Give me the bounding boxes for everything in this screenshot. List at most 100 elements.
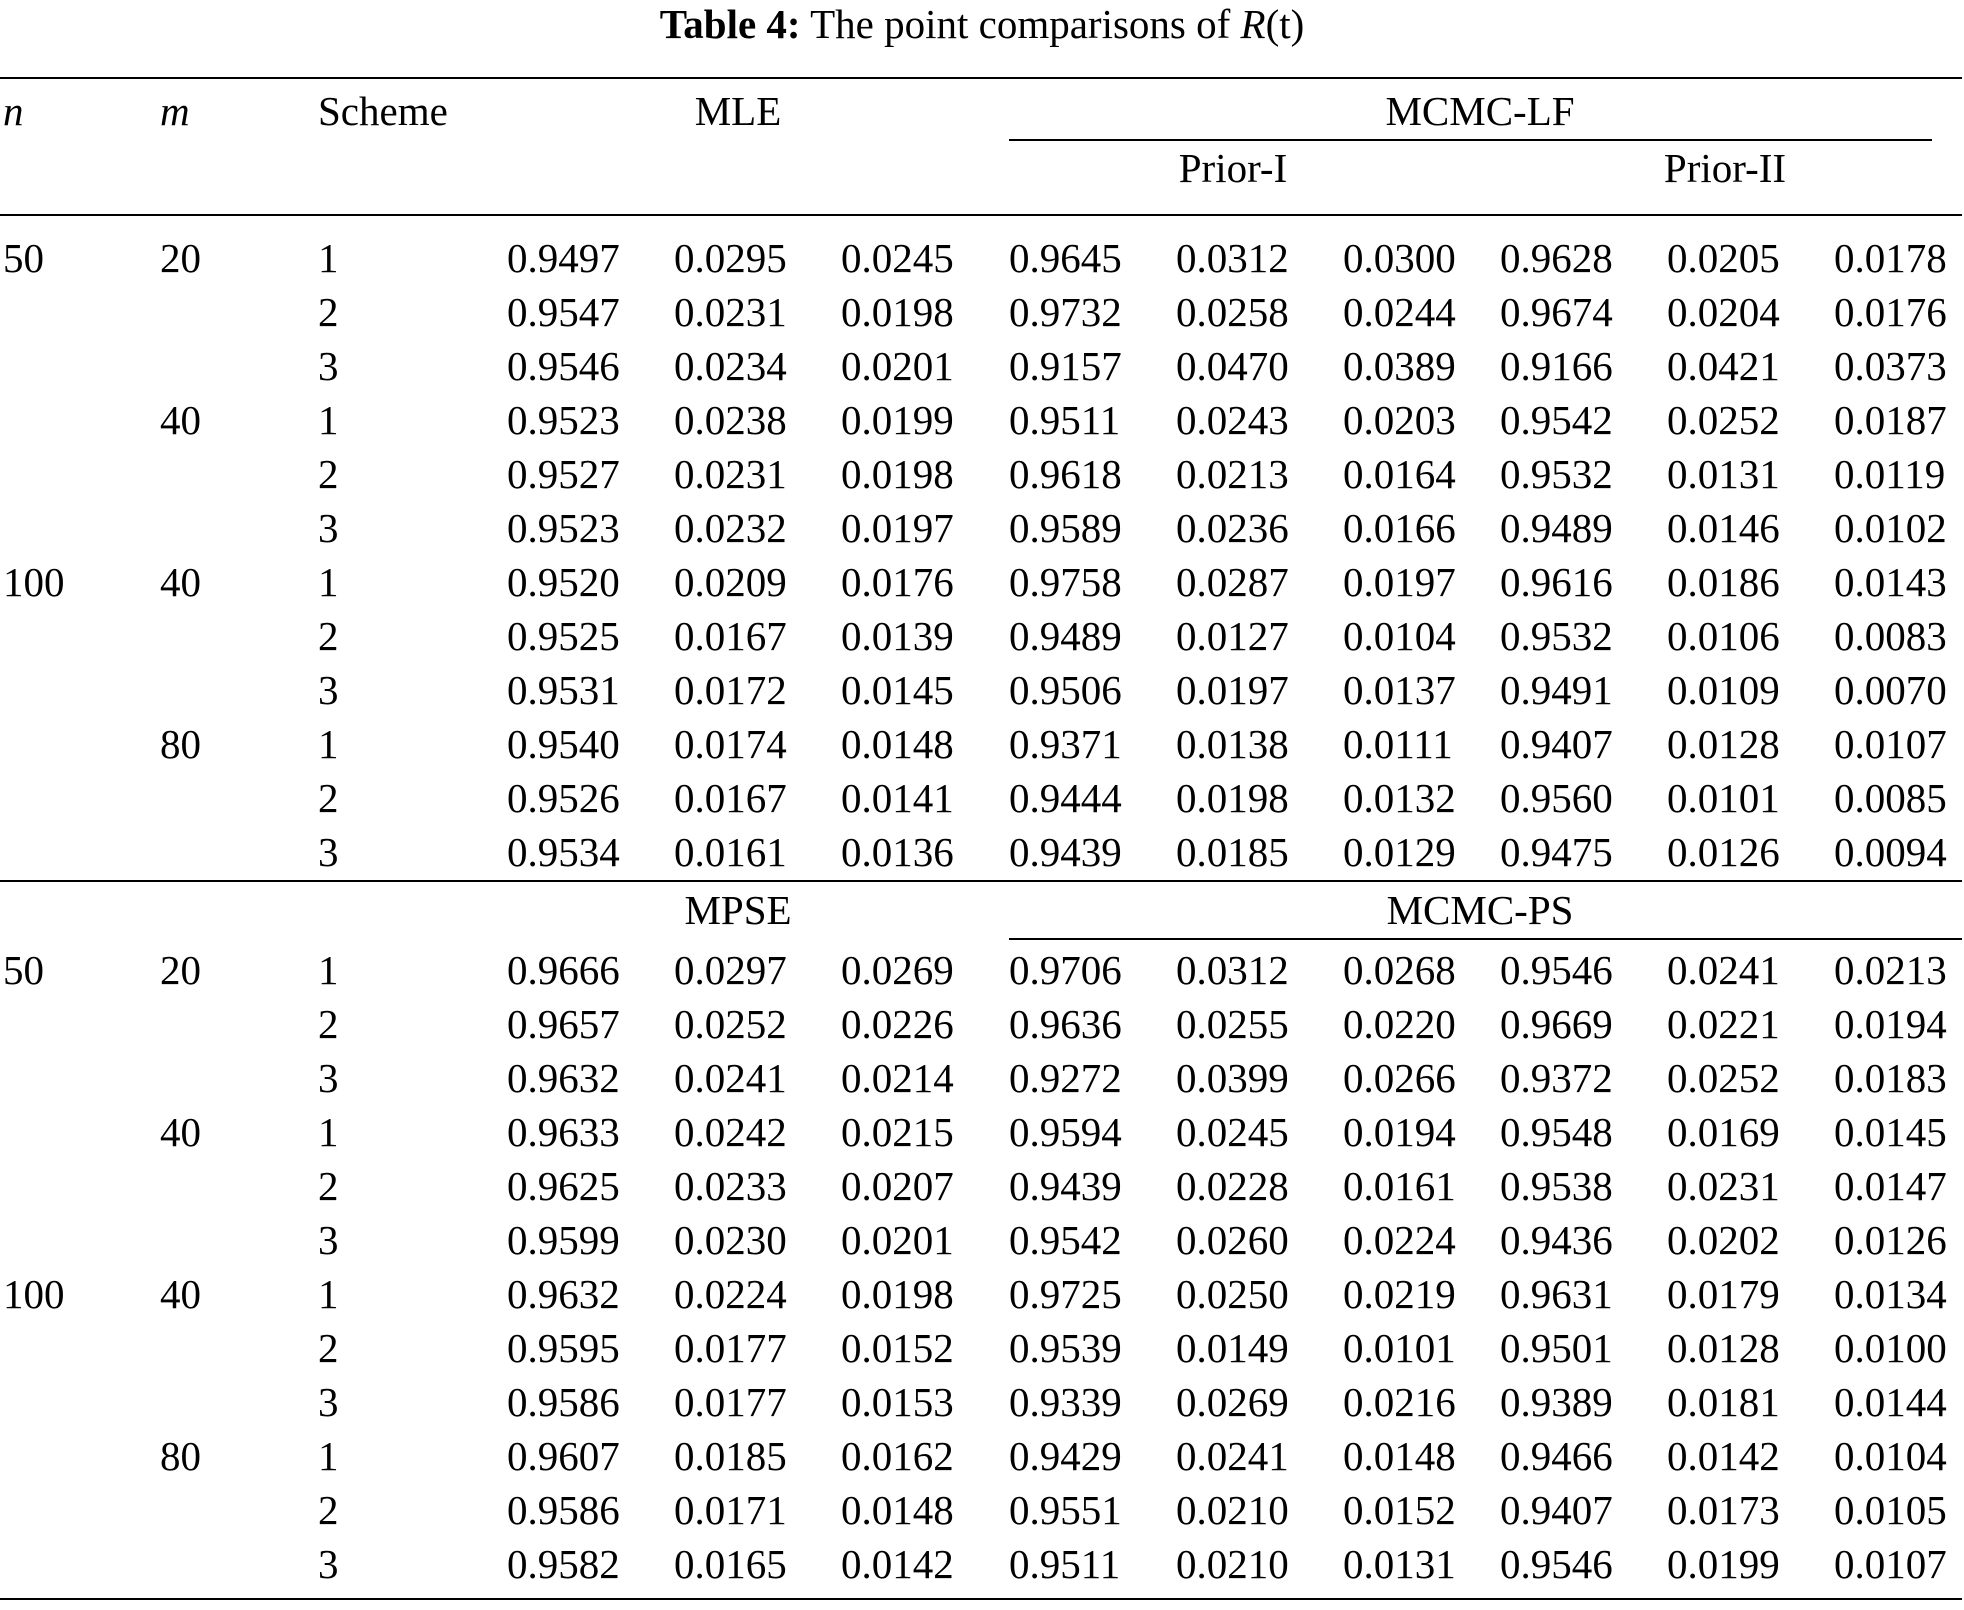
cell-value: 0.0104 <box>1834 1433 1947 1479</box>
cell-scheme: 1 <box>318 559 339 605</box>
cell-value: 0.0238 <box>674 397 787 443</box>
cell-value: 0.0312 <box>1176 947 1289 993</box>
cell-value: 0.0197 <box>1343 559 1456 605</box>
cell-value: 0.0210 <box>1176 1487 1289 1533</box>
cell-value: 0.0148 <box>841 721 954 767</box>
cell-value: 0.0221 <box>1667 1001 1780 1047</box>
cell-value: 0.0210 <box>1176 1541 1289 1587</box>
cell-value: 0.0173 <box>1667 1487 1780 1533</box>
cell-value: 0.0194 <box>1834 1001 1947 1047</box>
cell-value: 0.0152 <box>841 1325 954 1371</box>
cell-value: 0.0106 <box>1667 613 1780 659</box>
cell-value: 0.9506 <box>1009 667 1122 713</box>
cell-scheme: 2 <box>318 1001 339 1047</box>
cell-value: 0.0287 <box>1176 559 1289 605</box>
cell-value: 0.0171 <box>674 1487 787 1533</box>
cell-value: 0.9657 <box>507 1001 620 1047</box>
cell-value: 0.0167 <box>674 613 787 659</box>
cell-value: 0.9607 <box>507 1433 620 1479</box>
cell-scheme: 1 <box>318 721 339 767</box>
cell-scheme: 1 <box>318 1109 339 1155</box>
cell-value: 0.9466 <box>1500 1433 1613 1479</box>
cell-value: 0.0421 <box>1667 343 1780 389</box>
cell-value: 0.0104 <box>1343 613 1456 659</box>
cell-value: 0.0199 <box>841 397 954 443</box>
cell-value: 0.9589 <box>1009 505 1122 551</box>
cell-scheme: 2 <box>318 289 339 335</box>
cell-value: 0.0201 <box>841 343 954 389</box>
cell-value: 0.0136 <box>841 829 954 875</box>
header-mcmc-lf: MCMC-LF <box>1385 88 1575 134</box>
cell-scheme: 3 <box>318 829 339 875</box>
header-m: m <box>160 88 190 134</box>
cell-scheme: 2 <box>318 613 339 659</box>
cell-m: 80 <box>160 1433 201 1479</box>
cell-value: 0.0107 <box>1834 721 1947 767</box>
cell-value: 0.9475 <box>1500 829 1613 875</box>
cell-value: 0.0216 <box>1343 1379 1456 1425</box>
cell-scheme: 2 <box>318 451 339 497</box>
cell-value: 0.0215 <box>841 1109 954 1155</box>
cell-value: 0.9372 <box>1500 1055 1613 1101</box>
cell-value: 0.0297 <box>674 947 787 993</box>
cell-value: 0.0144 <box>1834 1379 1947 1425</box>
cell-value: 0.9636 <box>1009 1001 1122 1047</box>
cell-scheme: 1 <box>318 397 339 443</box>
cell-value: 0.9666 <box>507 947 620 993</box>
cell-m: 40 <box>160 397 201 443</box>
cell-value: 0.0224 <box>1343 1217 1456 1263</box>
cell-value: 0.0233 <box>674 1163 787 1209</box>
cell-value: 0.0137 <box>1343 667 1456 713</box>
cell-value: 0.0312 <box>1176 235 1289 281</box>
cell-value: 0.9632 <box>507 1055 620 1101</box>
cell-value: 0.0205 <box>1667 235 1780 281</box>
cell-value: 0.0142 <box>841 1541 954 1587</box>
cell-value: 0.9725 <box>1009 1271 1122 1317</box>
cell-n: 50 <box>3 235 44 281</box>
cell-value: 0.0250 <box>1176 1271 1289 1317</box>
cell-value: 0.0236 <box>1176 505 1289 551</box>
cell-value: 0.9582 <box>507 1541 620 1587</box>
cell-scheme: 3 <box>318 505 339 551</box>
cell-value: 0.0399 <box>1176 1055 1289 1101</box>
cell-value: 0.9586 <box>507 1379 620 1425</box>
cell-value: 0.0244 <box>1343 289 1456 335</box>
cell-value: 0.9546 <box>1500 1541 1613 1587</box>
cell-scheme: 2 <box>318 1163 339 1209</box>
cell-value: 0.0300 <box>1343 235 1456 281</box>
cell-value: 0.0152 <box>1343 1487 1456 1533</box>
cell-value: 0.9618 <box>1009 451 1122 497</box>
header-prior-1: Prior-I <box>1178 145 1288 191</box>
caption-text: The point comparisons of <box>810 1 1231 47</box>
mcmc-ps-underline <box>1009 938 1962 940</box>
cell-value: 0.0148 <box>841 1487 954 1533</box>
cell-value: 0.9272 <box>1009 1055 1122 1101</box>
caption-label: Table 4: <box>659 1 801 47</box>
cell-value: 0.0242 <box>674 1109 787 1155</box>
bottom-rule <box>0 1598 1962 1600</box>
cell-value: 0.0085 <box>1834 775 1947 821</box>
cell-value: 0.0207 <box>841 1163 954 1209</box>
cell-scheme: 2 <box>318 775 339 821</box>
cell-value: 0.0107 <box>1834 1541 1947 1587</box>
cell-value: 0.0255 <box>1176 1001 1289 1047</box>
cell-value: 0.9389 <box>1500 1379 1613 1425</box>
cell-value: 0.0179 <box>1667 1271 1780 1317</box>
cell-value: 0.9511 <box>1009 397 1121 443</box>
cell-value: 0.9444 <box>1009 775 1122 821</box>
cell-value: 0.9501 <box>1500 1325 1613 1371</box>
cell-value: 0.0126 <box>1667 829 1780 875</box>
cell-value: 0.9732 <box>1009 289 1122 335</box>
cell-value: 0.0147 <box>1834 1163 1947 1209</box>
cell-value: 0.0162 <box>841 1433 954 1479</box>
caption-math-arg: (t) <box>1265 1 1305 47</box>
cell-value: 0.0094 <box>1834 829 1947 875</box>
cell-value: 0.0138 <box>1176 721 1289 767</box>
cell-value: 0.9429 <box>1009 1433 1122 1479</box>
header-mcmc-ps: MCMC-PS <box>1386 887 1574 933</box>
cell-value: 0.0198 <box>841 289 954 335</box>
cell-value: 0.9532 <box>1500 613 1613 659</box>
cell-value: 0.0226 <box>841 1001 954 1047</box>
cell-value: 0.9527 <box>507 451 620 497</box>
cell-value: 0.0148 <box>1343 1433 1456 1479</box>
